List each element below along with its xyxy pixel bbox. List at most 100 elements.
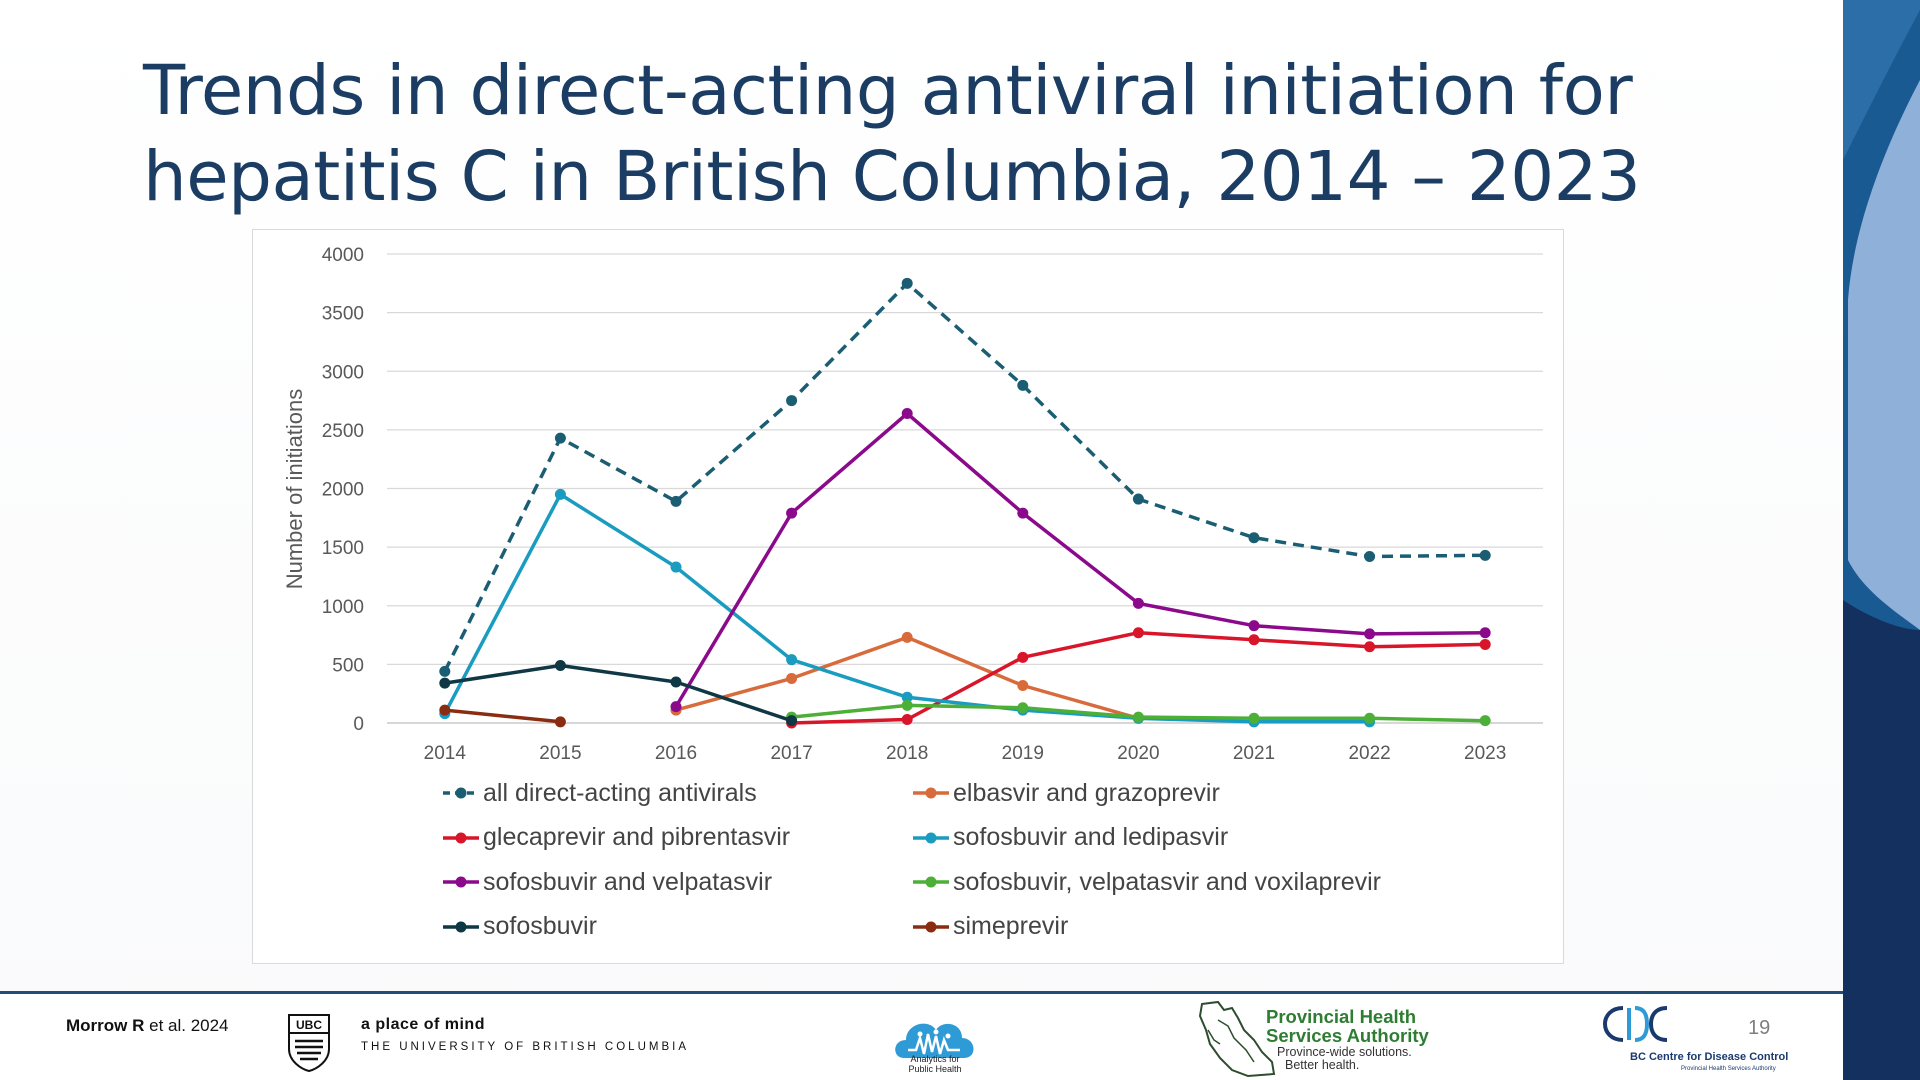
- data-point-all-direct-acting-antivirals: [1248, 532, 1260, 544]
- series-line-sofosbuvir-and-velpatasvir: [674, 411, 1486, 708]
- data-point-glecaprevir-and-pibrentasvir: [1364, 641, 1376, 653]
- legend-item-sofosbuvir: sofosbuvir: [441, 907, 597, 947]
- y-tick-label: 1000: [322, 597, 364, 618]
- x-tick-label: 2018: [886, 743, 928, 764]
- y-tick-label: 500: [332, 655, 364, 676]
- data-point-sofosbuvir-and-velpatasvir: [1364, 628, 1376, 640]
- y-tick-label: 2000: [322, 480, 364, 501]
- series-line-glecaprevir-and-pibrentasvir: [791, 630, 1486, 725]
- data-point-glecaprevir-and-pibrentasvir: [1017, 651, 1029, 663]
- x-tick-label: 2023: [1464, 743, 1506, 764]
- series-line-simeprevir: [444, 708, 561, 724]
- legend-swatch-sofosbuvir-and-velpatasvir: [443, 876, 479, 888]
- data-point-all-direct-acting-antivirals: [1479, 549, 1491, 561]
- legend-label: all direct-acting antivirals: [483, 778, 757, 807]
- data-point-elbasvir-and-grazoprevir: [901, 631, 913, 643]
- data-point-sofosbuvir: [786, 715, 798, 727]
- legend-item-glecaprevir-and-pibrentasvir: glecaprevir and pibrentasvir: [441, 818, 790, 858]
- data-point-sofosbuvir: [670, 676, 682, 688]
- slide-title: Trends in direct-acting antiviral initia…: [143, 48, 1763, 220]
- legend-label: glecaprevir and pibrentasvir: [483, 823, 791, 851]
- legend-item-sofosbuvir-velpatasvir-and-voxilaprevir: sofosbuvir, velpatasvir and voxilaprevir: [911, 862, 1381, 902]
- legend-swatch-elbasvir-and-grazoprevir: [913, 787, 949, 799]
- data-point-all-direct-acting-antivirals: [901, 277, 913, 289]
- y-axis-label: Number of initiations: [282, 389, 307, 590]
- data-point-glecaprevir-and-pibrentasvir: [901, 713, 913, 725]
- data-point-all-direct-acting-antivirals: [554, 432, 566, 444]
- data-point-sofosbuvir-velpatasvir-and-voxilaprevir: [1364, 712, 1376, 724]
- legend-swatch-sofosbuvir: [443, 921, 479, 932]
- decorative-right-band: [1843, 0, 1920, 1080]
- footer-rule: [0, 991, 1843, 994]
- data-point-all-direct-acting-antivirals: [1017, 379, 1029, 391]
- x-tick-label: 2020: [1117, 743, 1159, 764]
- legend-item-sofosbuvir-and-ledipasvir: sofosbuvir and ledipasvir: [911, 818, 1228, 858]
- legend-item-all-direct-acting-antivirals: all direct-acting antivirals: [441, 773, 757, 813]
- legend-swatch-all-direct-acting-antivirals: [443, 787, 479, 799]
- x-tick-label: 2021: [1233, 743, 1275, 764]
- aph-name-line-2: Public Health: [908, 1064, 962, 1074]
- analytics-public-health-logo-icon: [895, 1023, 974, 1058]
- page-number: 19: [1748, 1017, 1771, 1039]
- line-chart: 0 500 1000 1500 2000 2500 3000 3500 4000 2014 2015…: [282, 245, 1543, 764]
- series-line-sofosbuvir: [444, 663, 793, 723]
- data-point-sofosbuvir-and-ledipasvir: [786, 654, 798, 666]
- data-point-simeprevir: [554, 716, 566, 728]
- data-point-sofosbuvir-and-ledipasvir: [554, 488, 566, 500]
- data-point-sofosbuvir-and-ledipasvir: [670, 561, 682, 573]
- data-point-glecaprevir-and-pibrentasvir: [1248, 634, 1260, 646]
- phsa-line-3: Province-wide solutions.: [1277, 1045, 1412, 1059]
- x-tick-label: 2015: [539, 743, 581, 764]
- data-point-glecaprevir-and-pibrentasvir: [1479, 638, 1491, 650]
- data-point-sofosbuvir-velpatasvir-and-voxilaprevir: [901, 699, 913, 711]
- legend-label: simeprevir: [953, 912, 1069, 940]
- data-point-all-direct-acting-antivirals: [1364, 551, 1376, 563]
- citation-rest: et al. 2024: [144, 1016, 229, 1035]
- data-point-sofosbuvir-velpatasvir-and-voxilaprevir: [1479, 715, 1491, 727]
- y-tick-label: 1500: [322, 538, 364, 559]
- data-point-all-direct-acting-antivirals: [670, 495, 682, 507]
- data-point-sofosbuvir-velpatasvir-and-voxilaprevir: [1017, 702, 1029, 714]
- data-point-all-direct-acting-antivirals: [439, 665, 451, 677]
- bccdc-logo-icon: [1602, 1006, 1668, 1042]
- legend-label: sofosbuvir: [483, 912, 597, 940]
- data-point-elbasvir-and-grazoprevir: [786, 672, 798, 684]
- bc-map-icon: [1198, 1000, 1276, 1078]
- data-point-all-direct-acting-antivirals: [786, 395, 798, 407]
- data-point-elbasvir-and-grazoprevir: [1017, 679, 1029, 691]
- data-point-sofosbuvir-and-ledipasvir: [901, 691, 913, 703]
- legend-label: sofosbuvir and ledipasvir: [953, 823, 1229, 851]
- legend-label: sofosbuvir, velpatasvir and voxilaprevir: [953, 867, 1381, 896]
- legend-item-elbasvir-and-grazoprevir: elbasvir and grazoprevir: [911, 773, 1220, 813]
- series-line-all-direct-acting-antivirals: [443, 281, 1486, 673]
- citation-author: Morrow R: [66, 1016, 145, 1035]
- ubc-crest-icon: UBC: [288, 1014, 330, 1073]
- legend-label: sofosbuvir and velpatasvir: [483, 867, 773, 896]
- data-point-sofosbuvir-and-velpatasvir: [1132, 597, 1144, 609]
- chart-frame: 0 500 1000 1500 2000 2500 3000 3500 4000 2014 2015…: [252, 229, 1564, 964]
- data-point-simeprevir: [439, 704, 451, 716]
- phsa-line-4: Better health.: [1285, 1058, 1360, 1072]
- slide-title-line-1: Trends in direct-acting antiviral initia…: [143, 51, 1633, 131]
- legend-swatch-simeprevir: [913, 921, 949, 932]
- ubc-crest-text: UBC: [296, 1018, 322, 1032]
- ubc-tagline: a place of mind: [361, 1016, 485, 1033]
- x-tick-label: 2017: [770, 743, 812, 764]
- data-point-sofosbuvir-and-velpatasvir: [901, 407, 913, 419]
- x-tick-label: 2016: [655, 743, 697, 764]
- y-tick-label: 2500: [322, 421, 364, 442]
- legend-label: elbasvir and grazoprevir: [953, 778, 1220, 807]
- data-point-all-direct-acting-antivirals: [1132, 493, 1144, 505]
- x-tick-label: 2022: [1348, 743, 1390, 764]
- data-point-sofosbuvir-and-velpatasvir: [1017, 507, 1029, 519]
- citation: Morrow R et al. 2024: [66, 1016, 229, 1036]
- legend-swatch-glecaprevir-and-pibrentasvir: [443, 832, 479, 843]
- x-tick-label: 2014: [424, 743, 467, 764]
- legend-item-sofosbuvir-and-velpatasvir: sofosbuvir and velpatasvir: [441, 862, 772, 902]
- chart-legend: all direct-acting antivirals elbasvir and…: [441, 775, 1441, 951]
- bccdc-name: BC Centre for Disease Control: [1630, 1051, 1789, 1063]
- ubc-name: THE UNIVERSITY OF BRITISH COLUMBIA: [361, 1041, 689, 1053]
- data-point-sofosbuvir: [554, 660, 566, 672]
- y-tick-label: 4000: [322, 245, 364, 266]
- data-point-glecaprevir-and-pibrentasvir: [1132, 627, 1144, 639]
